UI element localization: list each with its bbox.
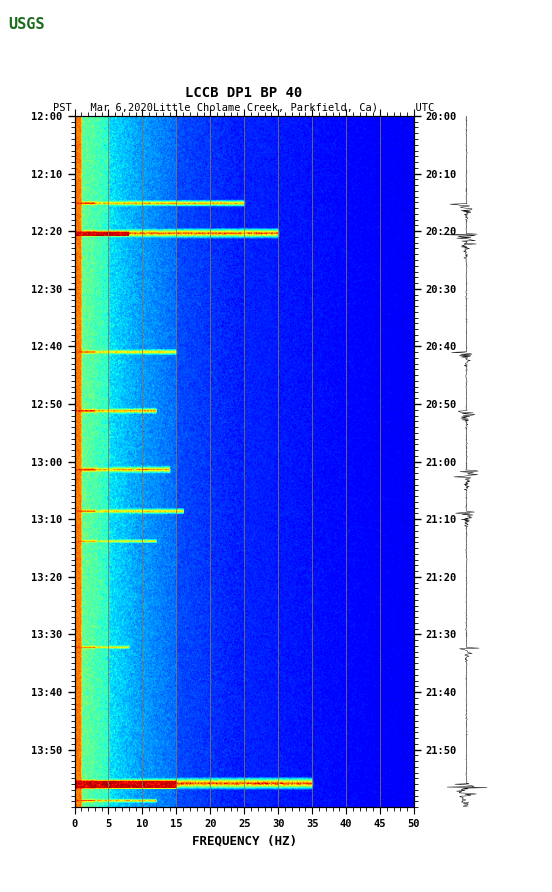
- Text: PST   Mar 6,2020Little Cholame Creek, Parkfield, Ca)      UTC: PST Mar 6,2020Little Cholame Creek, Park…: [54, 103, 434, 112]
- Text: USGS: USGS: [8, 17, 45, 31]
- X-axis label: FREQUENCY (HZ): FREQUENCY (HZ): [192, 835, 297, 847]
- Text: LCCB DP1 BP 40: LCCB DP1 BP 40: [185, 86, 302, 100]
